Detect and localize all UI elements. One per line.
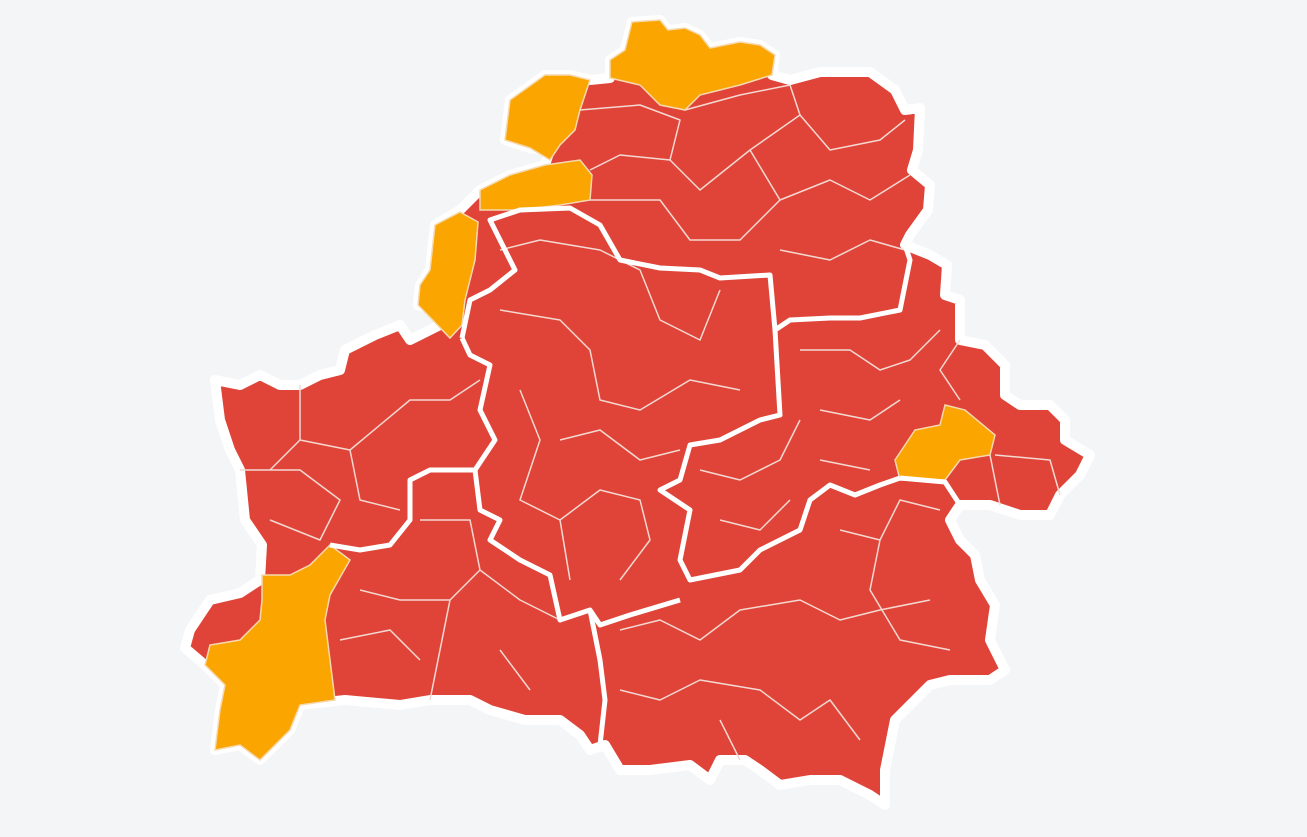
border-vitebsk-minsk [459, 205, 913, 339]
district-borders [240, 84, 1061, 761]
border-grodno-minsk [329, 336, 498, 553]
border-minsk-mogilev [657, 329, 901, 583]
region-borders [329, 205, 963, 746]
district-southwest-1 [204, 544, 351, 761]
district-northwest-1 [504, 74, 591, 162]
border-minsk-brest [472, 469, 681, 628]
border-mogilev-gomel [899, 475, 963, 507]
district-northwest-2 [479, 159, 593, 211]
medium-level-districts [204, 19, 996, 761]
district-north-1 [609, 19, 776, 111]
border-brest-gomel [587, 609, 608, 746]
district-west-1 [417, 211, 479, 340]
